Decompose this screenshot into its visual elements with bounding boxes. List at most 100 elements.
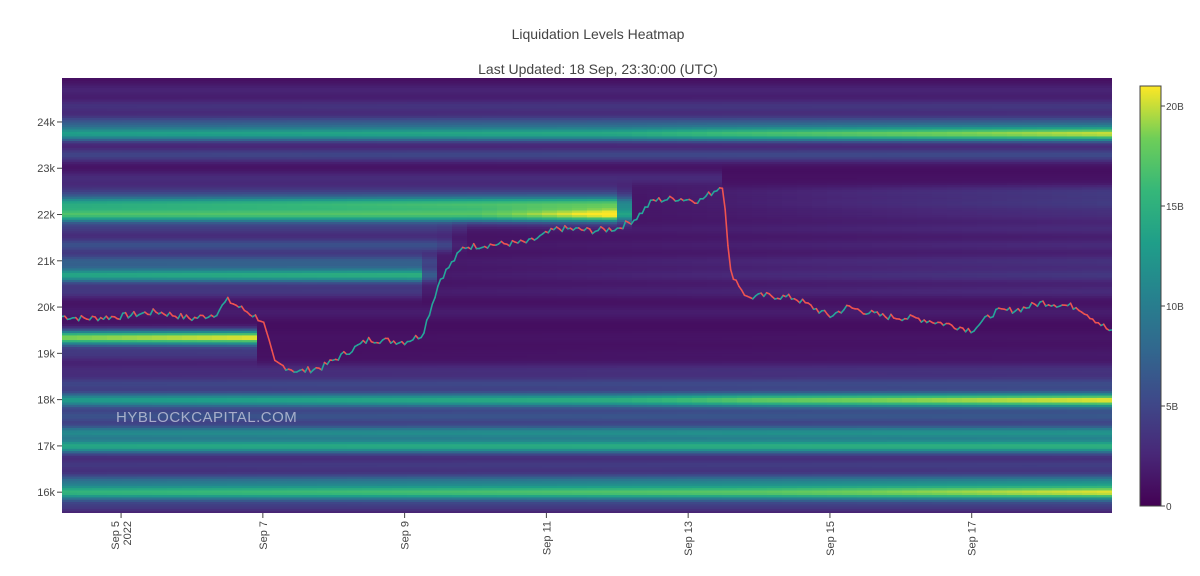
heatmap-cell (62, 397, 78, 401)
heatmap-cell (77, 401, 93, 405)
heatmap-cell (197, 105, 213, 109)
heatmap-cell (122, 233, 138, 236)
heatmap-cell (152, 455, 168, 459)
heatmap-cell (107, 228, 123, 232)
heatmap-cell (302, 341, 318, 345)
heatmap-cell (92, 404, 108, 408)
heatmap-cell (227, 290, 243, 294)
heatmap-cell (197, 337, 213, 341)
heatmap-cell (167, 186, 183, 190)
heatmap-cell (92, 251, 108, 255)
heatmap-cell (77, 263, 93, 267)
heatmap-cell (107, 276, 123, 280)
heatmap-cell (107, 177, 123, 181)
heatmap-cell (197, 152, 213, 155)
heatmap-cell (152, 508, 168, 512)
heatmap-cell (122, 128, 138, 132)
heatmap-cell (167, 161, 183, 165)
heatmap-cell (242, 84, 258, 88)
heatmap-cell (107, 383, 123, 387)
heatmap-cell (257, 334, 273, 338)
heatmap-cell (62, 496, 78, 500)
heatmap-cell (167, 445, 183, 449)
heatmap-cell (227, 480, 243, 484)
heatmap-cell (242, 466, 258, 470)
heatmap-cell (77, 281, 93, 285)
heatmap-cell (77, 184, 93, 188)
heatmap-cell (257, 508, 273, 512)
heatmap-cell (197, 286, 213, 290)
heatmap-cell (92, 89, 108, 93)
heatmap-cell (152, 332, 168, 336)
heatmap-cell (167, 438, 183, 442)
heatmap-cell (77, 318, 93, 322)
heatmap-cell (137, 293, 153, 297)
heatmap-cell (227, 448, 243, 452)
heatmap-cell (62, 385, 78, 389)
heatmap-cell (287, 304, 303, 308)
heatmap-cell (107, 304, 123, 308)
heatmap-cell (197, 443, 213, 447)
heatmap-cell (392, 78, 408, 81)
heatmap-cell (152, 235, 168, 239)
heatmap-cell (242, 325, 258, 329)
heatmap-cell (122, 133, 138, 137)
heatmap-cell (287, 249, 303, 253)
heatmap-cell (167, 105, 183, 109)
heatmap-cell (257, 184, 273, 188)
heatmap-cell (152, 327, 168, 331)
heatmap-cell (212, 165, 228, 169)
heatmap-cell (62, 246, 78, 250)
heatmap-cell (167, 360, 183, 364)
heatmap-cell (92, 508, 108, 512)
heatmap-cell (122, 397, 138, 401)
heatmap-cell (242, 429, 258, 433)
heatmap-cell (242, 508, 258, 512)
heatmap-cell (62, 142, 78, 146)
heatmap-cell (242, 205, 258, 209)
heatmap-cell (227, 422, 243, 426)
heatmap-cell (62, 80, 78, 84)
heatmap-cell (77, 445, 93, 449)
heatmap-cell (287, 496, 303, 500)
heatmap-cell (122, 489, 138, 493)
heatmap-cell (257, 177, 273, 181)
heatmap-cell (122, 501, 138, 505)
heatmap-cell (257, 288, 273, 292)
heatmap-cell (77, 117, 93, 121)
heatmap-cell (92, 320, 108, 324)
heatmap-cell (212, 267, 228, 271)
heatmap-cell (257, 221, 273, 225)
heatmap-cell (287, 128, 303, 132)
heatmap-cell (92, 265, 108, 269)
heatmap-cell (182, 223, 198, 227)
heatmap-cell (227, 307, 243, 310)
heatmap-cell (167, 330, 183, 334)
heatmap-cell (77, 233, 93, 236)
heatmap-cell (107, 482, 123, 486)
heatmap-cell (302, 459, 318, 463)
heatmap-cell (92, 489, 108, 493)
heatmap-cell (287, 323, 303, 327)
heatmap-cell (137, 200, 153, 204)
heatmap-cell (272, 272, 288, 276)
heatmap-cell (152, 510, 168, 513)
heatmap-cell (242, 98, 258, 102)
heatmap-cell (302, 506, 318, 509)
heatmap-cell (287, 448, 303, 452)
heatmap-cell (272, 434, 288, 438)
heatmap-cell (182, 478, 198, 482)
heatmap-cell (122, 89, 138, 93)
heatmap-cell (137, 135, 153, 139)
heatmap-cell (257, 133, 273, 137)
heatmap-cell (182, 239, 198, 243)
heatmap-cell (182, 353, 198, 357)
heatmap-cell (212, 408, 228, 412)
heatmap-cell (92, 80, 108, 84)
heatmap-cell (302, 480, 318, 484)
heatmap-cell (182, 362, 198, 366)
heatmap-cell (137, 168, 153, 172)
heatmap-cell (242, 506, 258, 509)
heatmap-cell (287, 300, 303, 304)
heatmap-cell (227, 390, 243, 394)
